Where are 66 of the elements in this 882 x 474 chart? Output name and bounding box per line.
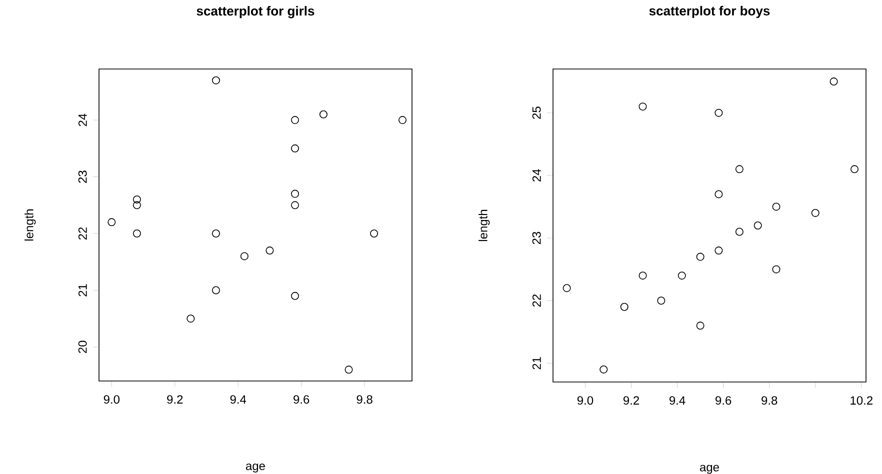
y-axis-title: length xyxy=(24,209,36,241)
point xyxy=(754,222,762,230)
point xyxy=(291,292,300,300)
y-tick-label: 25 xyxy=(532,106,541,119)
point xyxy=(398,116,407,124)
point xyxy=(696,322,704,330)
x-tick-label: 9.0 xyxy=(104,395,120,404)
x-tick-label: 9.4 xyxy=(670,396,686,405)
y-tick-label: 24 xyxy=(78,114,87,126)
point xyxy=(600,365,608,374)
x-tick-label: 9.6 xyxy=(716,396,732,405)
point xyxy=(811,208,820,217)
y-tick-label: 22 xyxy=(78,227,87,240)
x-axis-title: age xyxy=(246,464,265,473)
y-tick-label: 20 xyxy=(78,340,87,354)
point xyxy=(696,252,704,261)
point xyxy=(850,165,859,174)
point xyxy=(186,314,195,323)
point xyxy=(657,296,666,305)
point xyxy=(212,230,220,238)
point xyxy=(132,230,141,238)
point xyxy=(830,78,838,86)
point xyxy=(344,366,353,374)
x-tick-label: 9.8 xyxy=(356,395,372,404)
point xyxy=(714,246,723,255)
point xyxy=(620,302,628,311)
y-tick-label: 22 xyxy=(532,294,541,307)
x-tick-label: 9.2 xyxy=(167,395,183,404)
point xyxy=(735,165,744,174)
x-tick-label: 9.4 xyxy=(230,395,246,404)
y-axis-title: length xyxy=(478,210,490,242)
point xyxy=(212,76,220,84)
point xyxy=(291,116,300,124)
point xyxy=(291,201,300,210)
point xyxy=(562,284,571,292)
point xyxy=(132,201,141,210)
point xyxy=(108,218,116,226)
x-tick-label: 9.6 xyxy=(294,395,310,404)
point xyxy=(714,108,723,117)
chart-title: scatterplot for boys xyxy=(649,6,770,18)
y-tick-label: 23 xyxy=(78,170,87,183)
point xyxy=(266,246,274,255)
chart-title: scatterplot for girls xyxy=(196,6,314,18)
point xyxy=(772,265,780,274)
point xyxy=(132,195,141,204)
x-tick-label: 9.8 xyxy=(762,396,778,405)
point xyxy=(240,252,248,260)
point xyxy=(212,286,220,294)
y-tick-label: 21 xyxy=(78,284,87,296)
point xyxy=(678,272,686,280)
point xyxy=(638,102,647,111)
y-tick-label: 21 xyxy=(532,357,541,370)
point xyxy=(319,110,328,118)
point xyxy=(772,202,780,211)
point xyxy=(714,190,723,198)
point xyxy=(735,228,744,236)
x-axis-title: age xyxy=(700,464,719,474)
point xyxy=(291,190,300,198)
x-tick-label: 9.2 xyxy=(623,396,639,405)
x-tick-label: 9.0 xyxy=(577,396,594,405)
point xyxy=(638,272,647,280)
y-tick-label: 23 xyxy=(532,232,541,244)
y-tick-label: 24 xyxy=(532,169,541,182)
point xyxy=(291,144,300,152)
x-tick-label: 10.2 xyxy=(850,396,872,405)
point xyxy=(370,230,378,238)
